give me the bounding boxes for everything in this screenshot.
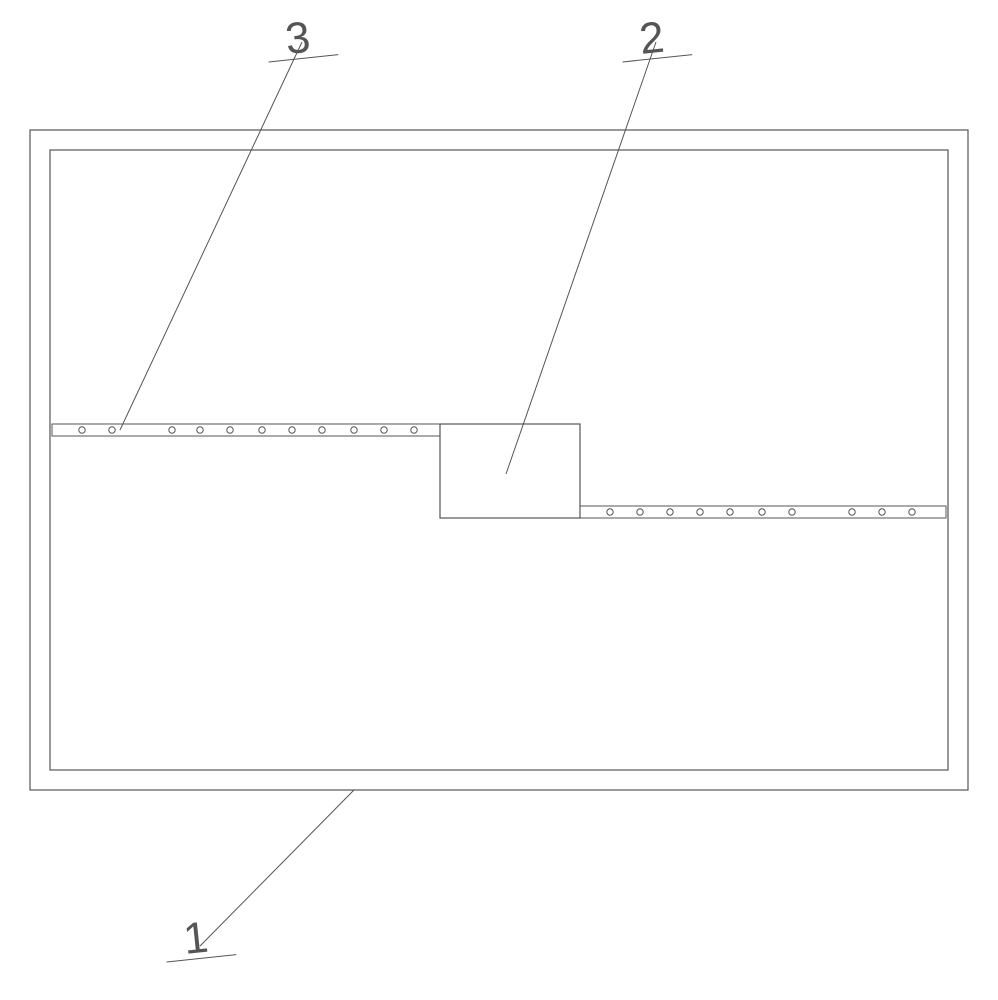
- label-text-3: 3: [283, 13, 312, 64]
- label-text-1: 1: [181, 913, 210, 964]
- label-text-2: 2: [637, 13, 666, 64]
- center-box: [440, 424, 580, 518]
